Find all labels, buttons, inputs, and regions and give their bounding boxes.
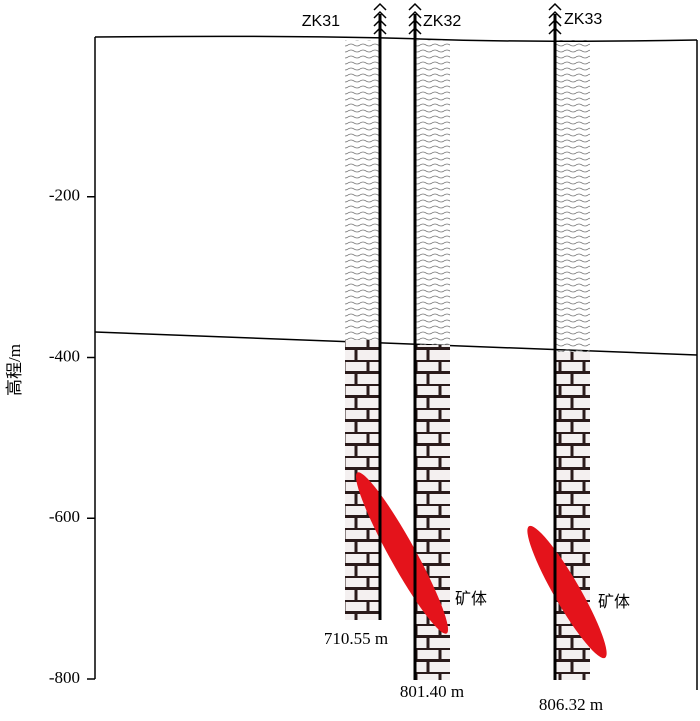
holes bbox=[378, 14, 557, 680]
axis-label: 高程/m bbox=[5, 344, 24, 396]
hole-name: ZK31 bbox=[302, 13, 340, 30]
rig-icons bbox=[373, 2, 562, 35]
y-tick-label: -800 bbox=[49, 668, 80, 687]
ore-label: 矿体 bbox=[455, 590, 487, 608]
stratum-boundary bbox=[94, 331, 698, 356]
ore-body bbox=[527, 525, 607, 659]
ore-label: 矿体 bbox=[598, 593, 630, 611]
hole-name: ZK32 bbox=[423, 13, 461, 30]
strata-upper bbox=[415, 40, 450, 345]
depth-label: 806.32 m bbox=[539, 695, 603, 714]
depth-label: 710.55 m bbox=[324, 629, 388, 648]
strata-upper bbox=[345, 40, 380, 340]
y-tick-label: -600 bbox=[49, 507, 80, 526]
hole-name: ZK33 bbox=[564, 11, 602, 28]
y-tick-label: -400 bbox=[49, 346, 80, 365]
strata-upper bbox=[555, 40, 590, 352]
y-tick-label: -200 bbox=[49, 186, 80, 205]
ground-surface bbox=[94, 35, 698, 43]
depth-label: 801.40 m bbox=[400, 682, 464, 701]
